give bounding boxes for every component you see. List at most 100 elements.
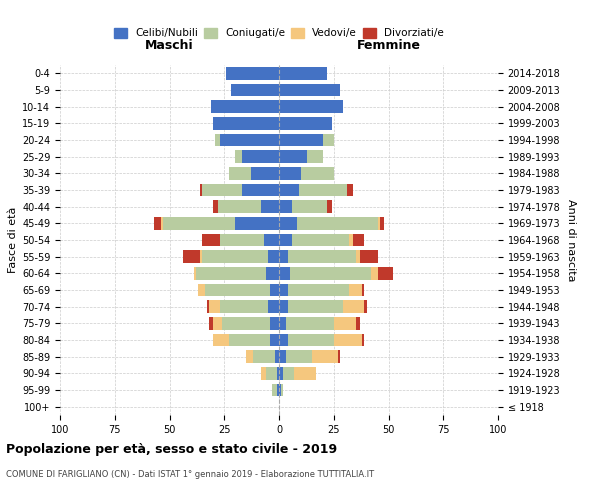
Bar	[371, 267, 377, 280]
Bar	[205, 284, 270, 296]
Bar	[266, 267, 279, 280]
Bar	[279, 150, 307, 163]
Bar	[154, 217, 161, 230]
Bar	[214, 334, 229, 346]
Bar	[202, 250, 268, 263]
Bar	[279, 217, 296, 230]
Bar	[279, 334, 288, 346]
Bar	[295, 367, 316, 380]
Bar	[283, 367, 295, 380]
Bar	[286, 317, 334, 330]
Bar	[200, 250, 202, 263]
Bar	[214, 117, 279, 130]
Bar	[275, 350, 279, 363]
Bar	[312, 350, 338, 363]
Bar	[334, 317, 356, 330]
Bar	[202, 234, 220, 246]
Bar	[262, 200, 279, 213]
Bar	[270, 284, 279, 296]
Bar	[279, 367, 283, 380]
Bar	[272, 384, 277, 396]
Bar	[301, 167, 334, 179]
Bar	[229, 334, 270, 346]
Bar	[279, 350, 286, 363]
Bar	[343, 300, 364, 313]
Bar	[279, 200, 292, 213]
Bar	[196, 267, 266, 280]
Bar	[229, 167, 251, 179]
Bar	[211, 100, 279, 113]
Bar	[198, 284, 205, 296]
Bar	[207, 300, 209, 313]
Bar	[279, 134, 323, 146]
Bar	[277, 367, 279, 380]
Bar	[349, 234, 353, 246]
Legend: Celibi/Nubili, Coniugati/e, Vedovi/e, Divorziati/e: Celibi/Nubili, Coniugati/e, Vedovi/e, Di…	[114, 28, 444, 38]
Bar	[202, 184, 242, 196]
Bar	[356, 250, 360, 263]
Text: Femmine: Femmine	[356, 38, 421, 52]
Bar	[349, 284, 362, 296]
Bar	[299, 184, 347, 196]
Bar	[290, 267, 371, 280]
Bar	[246, 350, 253, 363]
Bar	[377, 267, 393, 280]
Bar	[362, 334, 364, 346]
Bar	[288, 300, 343, 313]
Text: COMUNE DI FARIGLIANO (CN) - Dati ISTAT 1° gennaio 2019 - Elaborazione TUTTITALIA: COMUNE DI FARIGLIANO (CN) - Dati ISTAT 1…	[6, 470, 374, 479]
Y-axis label: Anni di nascita: Anni di nascita	[566, 198, 576, 281]
Bar	[292, 200, 327, 213]
Bar	[182, 250, 200, 263]
Bar	[360, 250, 377, 263]
Bar	[251, 167, 279, 179]
Bar	[279, 67, 327, 80]
Bar	[362, 284, 364, 296]
Bar	[220, 234, 263, 246]
Bar	[279, 167, 301, 179]
Bar	[214, 200, 218, 213]
Bar	[279, 234, 292, 246]
Bar	[231, 84, 279, 96]
Bar	[220, 134, 279, 146]
Bar	[288, 250, 356, 263]
Bar	[277, 384, 279, 396]
Bar	[242, 184, 279, 196]
Bar	[286, 350, 312, 363]
Y-axis label: Fasce di età: Fasce di età	[8, 207, 18, 273]
Bar	[262, 367, 266, 380]
Bar	[356, 317, 360, 330]
Bar	[200, 184, 202, 196]
Bar	[215, 134, 220, 146]
Bar	[279, 84, 340, 96]
Bar	[307, 150, 323, 163]
Bar	[270, 334, 279, 346]
Bar	[209, 317, 214, 330]
Bar	[242, 150, 279, 163]
Bar	[338, 350, 340, 363]
Bar	[279, 300, 288, 313]
Text: Popolazione per età, sesso e stato civile - 2019: Popolazione per età, sesso e stato civil…	[6, 442, 337, 456]
Bar	[296, 217, 377, 230]
Bar	[163, 217, 235, 230]
Bar	[218, 200, 262, 213]
Bar	[353, 234, 364, 246]
Bar	[347, 184, 353, 196]
Bar	[235, 217, 279, 230]
Bar	[214, 317, 222, 330]
Bar	[279, 100, 343, 113]
Bar	[270, 317, 279, 330]
Bar	[279, 117, 332, 130]
Bar	[364, 300, 367, 313]
Bar	[235, 150, 242, 163]
Bar	[226, 67, 279, 80]
Bar	[161, 217, 163, 230]
Bar	[281, 384, 283, 396]
Bar	[220, 300, 268, 313]
Bar	[377, 217, 380, 230]
Bar	[323, 134, 334, 146]
Bar	[266, 367, 277, 380]
Bar	[327, 200, 332, 213]
Bar	[279, 267, 290, 280]
Bar	[334, 334, 362, 346]
Bar	[279, 184, 299, 196]
